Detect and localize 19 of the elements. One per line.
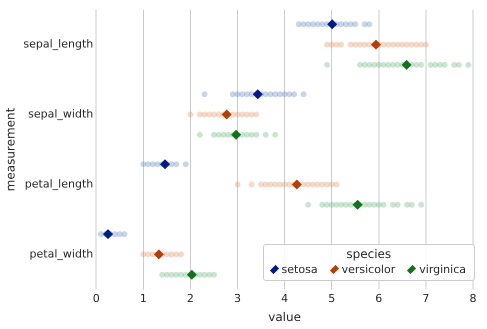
legend-label: virginica (419, 263, 466, 276)
x-tick-label: 8 (470, 292, 476, 305)
legend-title: species (345, 247, 392, 261)
x-tick-label: 1 (140, 292, 147, 305)
x-axis-title: value (268, 310, 302, 324)
y-tick-label: sepal_length (23, 37, 94, 50)
legend-label: setosa (282, 263, 318, 276)
y-tick-label: sepal_width (28, 107, 94, 120)
x-tick-label: 4 (281, 292, 288, 305)
x-tick-label: 7 (422, 292, 430, 305)
x-tick-label: 3 (234, 292, 242, 305)
y-axis-title: measurement (3, 107, 18, 192)
x-tick-label: 2 (186, 292, 194, 305)
x-tick-label: 0 (92, 292, 100, 305)
legend-label: versicolor (342, 263, 396, 276)
y-tick-label: petal_length (24, 177, 94, 190)
y-tick-label: petal_width (30, 247, 94, 260)
x-tick-label: 6 (375, 292, 382, 305)
x-tick-label: 5 (328, 292, 336, 305)
